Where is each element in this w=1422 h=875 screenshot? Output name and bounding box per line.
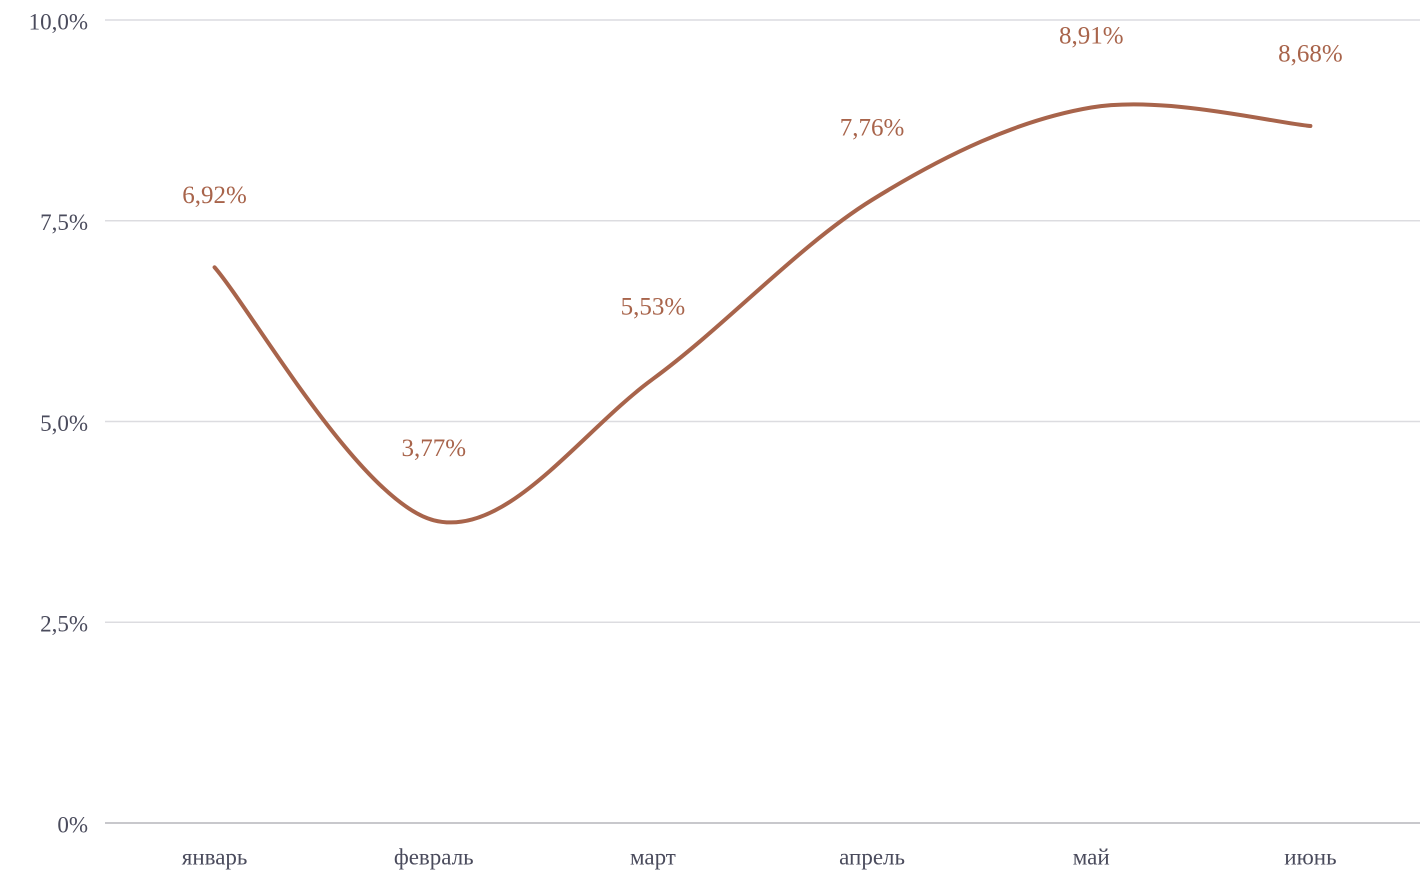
y-tick-label: 5,0% bbox=[40, 411, 88, 436]
value-label: 5,53% bbox=[621, 294, 686, 321]
x-tick-label: апрель bbox=[839, 844, 905, 869]
value-label: 8,91% bbox=[1059, 22, 1124, 49]
value-label: 7,76% bbox=[840, 115, 905, 142]
value-label: 3,77% bbox=[401, 435, 466, 462]
x-tick-label: июнь bbox=[1284, 844, 1336, 869]
x-tick-label: март bbox=[630, 844, 676, 869]
value-label: 8,68% bbox=[1278, 41, 1343, 68]
value-label: 6,92% bbox=[182, 182, 247, 209]
line bbox=[212, 102, 1313, 525]
y-tick-label: 10,0% bbox=[29, 9, 88, 34]
y-tick-label: 7,5% bbox=[40, 210, 88, 235]
x-tick-label: январь bbox=[182, 844, 248, 869]
x-tick-label: февраль bbox=[394, 844, 474, 869]
y-tick-label: 2,5% bbox=[40, 612, 88, 637]
x-tick-label: май bbox=[1073, 844, 1110, 869]
y-tick-label: 0% bbox=[57, 812, 88, 837]
